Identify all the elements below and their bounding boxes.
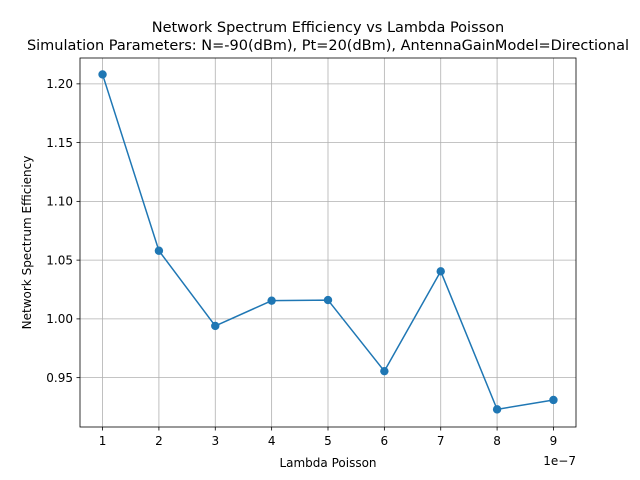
y-axis-label: Network Spectrum Efficiency — [20, 156, 34, 330]
x-tick-label: 3 — [211, 434, 219, 448]
x-tick-label: 6 — [381, 434, 389, 448]
data-point — [154, 246, 164, 255]
x-offset-label: 1e−7 — [543, 454, 576, 468]
x-tick-label: 4 — [268, 434, 276, 448]
y-axis-ticks: 0.95 1.00 1.05 1.10 1.15 1.20 — [46, 77, 80, 385]
x-tick-label: 8 — [493, 434, 501, 448]
x-axis-label: Lambda Poisson — [279, 456, 376, 470]
x-tick-label: 2 — [155, 434, 163, 448]
data-point — [436, 267, 445, 276]
chart-subtitle: Simulation Parameters: N=-90(dBm), Pt=20… — [27, 38, 629, 54]
series — [98, 70, 558, 414]
y-tick-label: 1.15 — [46, 136, 73, 150]
plot-frame — [79, 57, 577, 428]
y-tick-label: 0.95 — [46, 371, 73, 385]
x-tick-label: 1 — [99, 434, 107, 448]
x-tick-label: 5 — [324, 434, 332, 448]
y-tick-label: 1.20 — [46, 77, 73, 91]
data-point — [267, 296, 276, 305]
data-point — [492, 405, 502, 414]
y-tick-label: 1.00 — [46, 312, 73, 326]
x-tick-label: 7 — [437, 434, 445, 448]
chart-title: Network Spectrum Efficiency vs Lambda Po… — [152, 20, 505, 36]
data-point — [549, 395, 558, 405]
data-point — [380, 366, 389, 376]
y-tick-label: 1.05 — [46, 253, 73, 267]
y-tick-label: 1.10 — [46, 195, 73, 209]
grid — [80, 58, 576, 427]
x-axis-ticks: 1 2 3 4 5 6 7 8 9 — [99, 427, 558, 448]
data-point — [98, 70, 107, 79]
data-point — [323, 295, 333, 305]
data-point — [211, 321, 220, 331]
x-tick-label: 9 — [550, 434, 558, 448]
